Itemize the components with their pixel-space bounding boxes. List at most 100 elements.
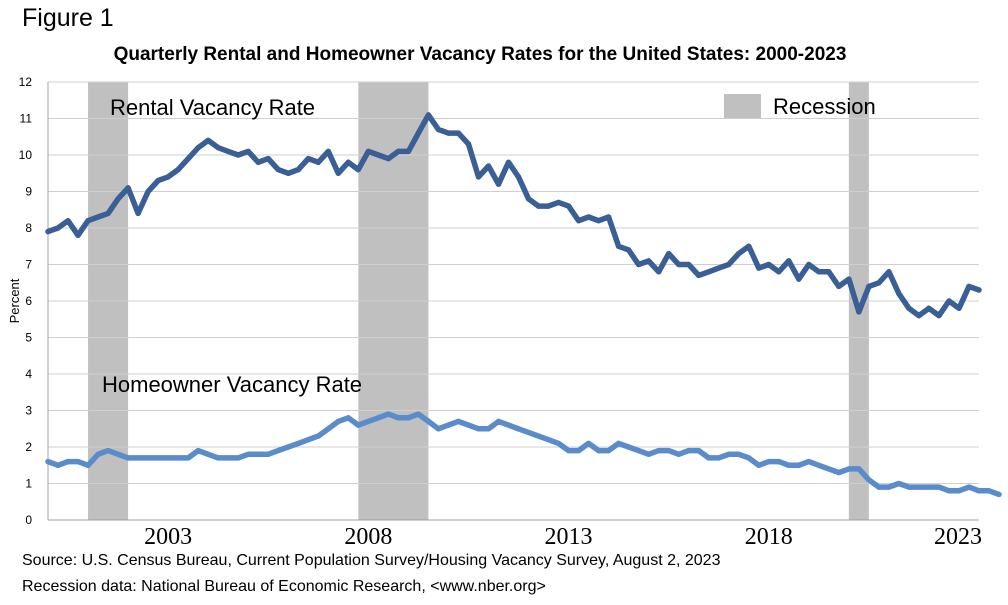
data-point-rental-vacancy-rate xyxy=(145,188,151,195)
data-point-homeowner-vacancy-rate xyxy=(475,426,482,432)
data-point-rental-vacancy-rate xyxy=(616,243,622,249)
data-point-rental-vacancy-rate xyxy=(706,269,712,275)
data-point-rental-vacancy-rate xyxy=(566,203,572,209)
data-point-rental-vacancy-rate xyxy=(75,232,81,238)
data-point-rental-vacancy-rate xyxy=(105,210,111,216)
data-point-homeowner-vacancy-rate xyxy=(435,426,441,432)
data-point-rental-vacancy-rate xyxy=(95,214,101,220)
data-point-rental-vacancy-rate xyxy=(445,130,451,136)
series-label-homeowner: Homeowner Vacancy Rate xyxy=(102,372,362,397)
y-tick-label-4: 4 xyxy=(25,367,32,381)
data-point-homeowner-vacancy-rate xyxy=(816,462,822,468)
data-point-homeowner-vacancy-rate xyxy=(455,418,461,424)
data-point-rental-vacancy-rate xyxy=(596,218,602,224)
data-point-homeowner-vacancy-rate xyxy=(626,444,632,450)
data-point-homeowner-vacancy-rate xyxy=(946,488,952,494)
data-point-homeowner-vacancy-rate xyxy=(606,448,612,454)
data-point-rental-vacancy-rate xyxy=(365,148,371,154)
data-point-rental-vacancy-rate xyxy=(766,261,772,268)
data-point-rental-vacancy-rate xyxy=(545,203,552,209)
data-point-rental-vacancy-rate xyxy=(966,283,972,289)
gridlines xyxy=(48,81,979,484)
data-point-homeowner-vacancy-rate xyxy=(145,455,151,461)
data-point-homeowner-vacancy-rate xyxy=(846,466,852,472)
y-tick-label-3: 3 xyxy=(25,404,32,418)
data-point-homeowner-vacancy-rate xyxy=(976,488,982,494)
data-point-rental-vacancy-rate xyxy=(756,265,762,271)
data-point-homeowner-vacancy-rate xyxy=(716,455,722,461)
data-point-homeowner-vacancy-rate xyxy=(385,411,391,417)
data-point-homeowner-vacancy-rate xyxy=(205,451,211,457)
data-point-homeowner-vacancy-rate xyxy=(886,484,892,490)
data-point-homeowner-vacancy-rate xyxy=(255,451,261,457)
x-tick-label-2008: 2008 xyxy=(344,524,392,545)
data-point-rental-vacancy-rate xyxy=(906,305,912,311)
data-point-rental-vacancy-rate xyxy=(255,159,261,165)
y-tick-label-11: 11 xyxy=(20,112,33,126)
data-point-rental-vacancy-rate xyxy=(415,130,421,136)
data-point-homeowner-vacancy-rate xyxy=(616,440,622,446)
data-point-rental-vacancy-rate xyxy=(916,313,922,319)
data-point-rental-vacancy-rate xyxy=(656,269,662,275)
y-tick-label-6: 6 xyxy=(25,294,32,308)
data-point-homeowner-vacancy-rate xyxy=(65,459,71,465)
chart-title: Quarterly Rental and Homeowner Vacancy R… xyxy=(113,44,847,65)
data-point-homeowner-vacancy-rate xyxy=(916,484,922,490)
data-point-homeowner-vacancy-rate xyxy=(265,451,271,457)
data-point-homeowner-vacancy-rate xyxy=(836,470,842,476)
x-tick-label-2003: 2003 xyxy=(144,524,192,545)
y-tick-label-2: 2 xyxy=(25,440,32,454)
data-point-rental-vacancy-rate xyxy=(926,305,932,311)
y-tick-label-9: 9 xyxy=(25,185,32,199)
series-label-rental: Rental Vacancy Rate xyxy=(110,95,315,120)
data-point-rental-vacancy-rate xyxy=(165,174,171,180)
data-point-homeowner-vacancy-rate xyxy=(726,451,732,457)
y-tick-label-0: 0 xyxy=(25,513,32,527)
data-point-homeowner-vacancy-rate xyxy=(335,418,341,424)
y-tick-label-7: 7 xyxy=(25,258,32,272)
data-point-homeowner-vacancy-rate xyxy=(555,440,562,446)
data-point-homeowner-vacancy-rate xyxy=(155,455,161,461)
data-point-homeowner-vacancy-rate xyxy=(75,459,81,465)
data-point-homeowner-vacancy-rate xyxy=(315,433,321,439)
data-point-homeowner-vacancy-rate xyxy=(485,426,492,432)
data-point-rental-vacancy-rate xyxy=(896,291,902,297)
data-point-rental-vacancy-rate xyxy=(626,247,632,253)
data-point-rental-vacancy-rate xyxy=(716,265,722,271)
series-points-homeowner-vacancy-rate xyxy=(45,411,1002,497)
data-point-homeowner-vacancy-rate xyxy=(285,444,291,450)
data-point-rental-vacancy-rate xyxy=(335,170,341,176)
data-point-homeowner-vacancy-rate xyxy=(696,448,702,454)
data-point-rental-vacancy-rate xyxy=(746,243,752,249)
data-point-rental-vacancy-rate xyxy=(515,174,522,180)
data-point-homeowner-vacancy-rate xyxy=(365,418,371,424)
data-point-homeowner-vacancy-rate xyxy=(115,451,121,457)
data-point-rental-vacancy-rate xyxy=(866,283,872,289)
data-point-rental-vacancy-rate xyxy=(245,148,251,154)
data-point-rental-vacancy-rate xyxy=(956,305,962,311)
data-point-rental-vacancy-rate xyxy=(315,159,321,165)
data-point-homeowner-vacancy-rate xyxy=(566,448,572,454)
y-tick-label-1: 1 xyxy=(25,477,32,491)
data-point-homeowner-vacancy-rate xyxy=(505,422,512,428)
x-tick-label-2018: 2018 xyxy=(745,524,793,545)
data-point-rental-vacancy-rate xyxy=(776,269,782,275)
data-point-rental-vacancy-rate xyxy=(325,148,331,154)
data-point-rental-vacancy-rate xyxy=(976,287,982,293)
data-point-rental-vacancy-rate xyxy=(555,199,562,205)
data-point-rental-vacancy-rate xyxy=(936,313,942,319)
data-point-rental-vacancy-rate xyxy=(796,276,802,282)
data-point-homeowner-vacancy-rate xyxy=(746,455,752,461)
data-point-homeowner-vacancy-rate xyxy=(646,451,652,457)
data-point-homeowner-vacancy-rate xyxy=(135,455,141,461)
data-point-homeowner-vacancy-rate xyxy=(926,484,932,490)
data-point-rental-vacancy-rate xyxy=(586,214,592,220)
data-point-rental-vacancy-rate xyxy=(45,229,51,235)
x-tick-labels: 2003 2008 2013 2018 2023 xyxy=(144,524,982,545)
y-tick-label-8: 8 xyxy=(25,221,32,235)
data-point-homeowner-vacancy-rate xyxy=(576,448,582,454)
data-point-rental-vacancy-rate xyxy=(666,251,672,257)
data-point-homeowner-vacancy-rate xyxy=(856,466,862,472)
data-point-homeowner-vacancy-rate xyxy=(195,448,201,454)
